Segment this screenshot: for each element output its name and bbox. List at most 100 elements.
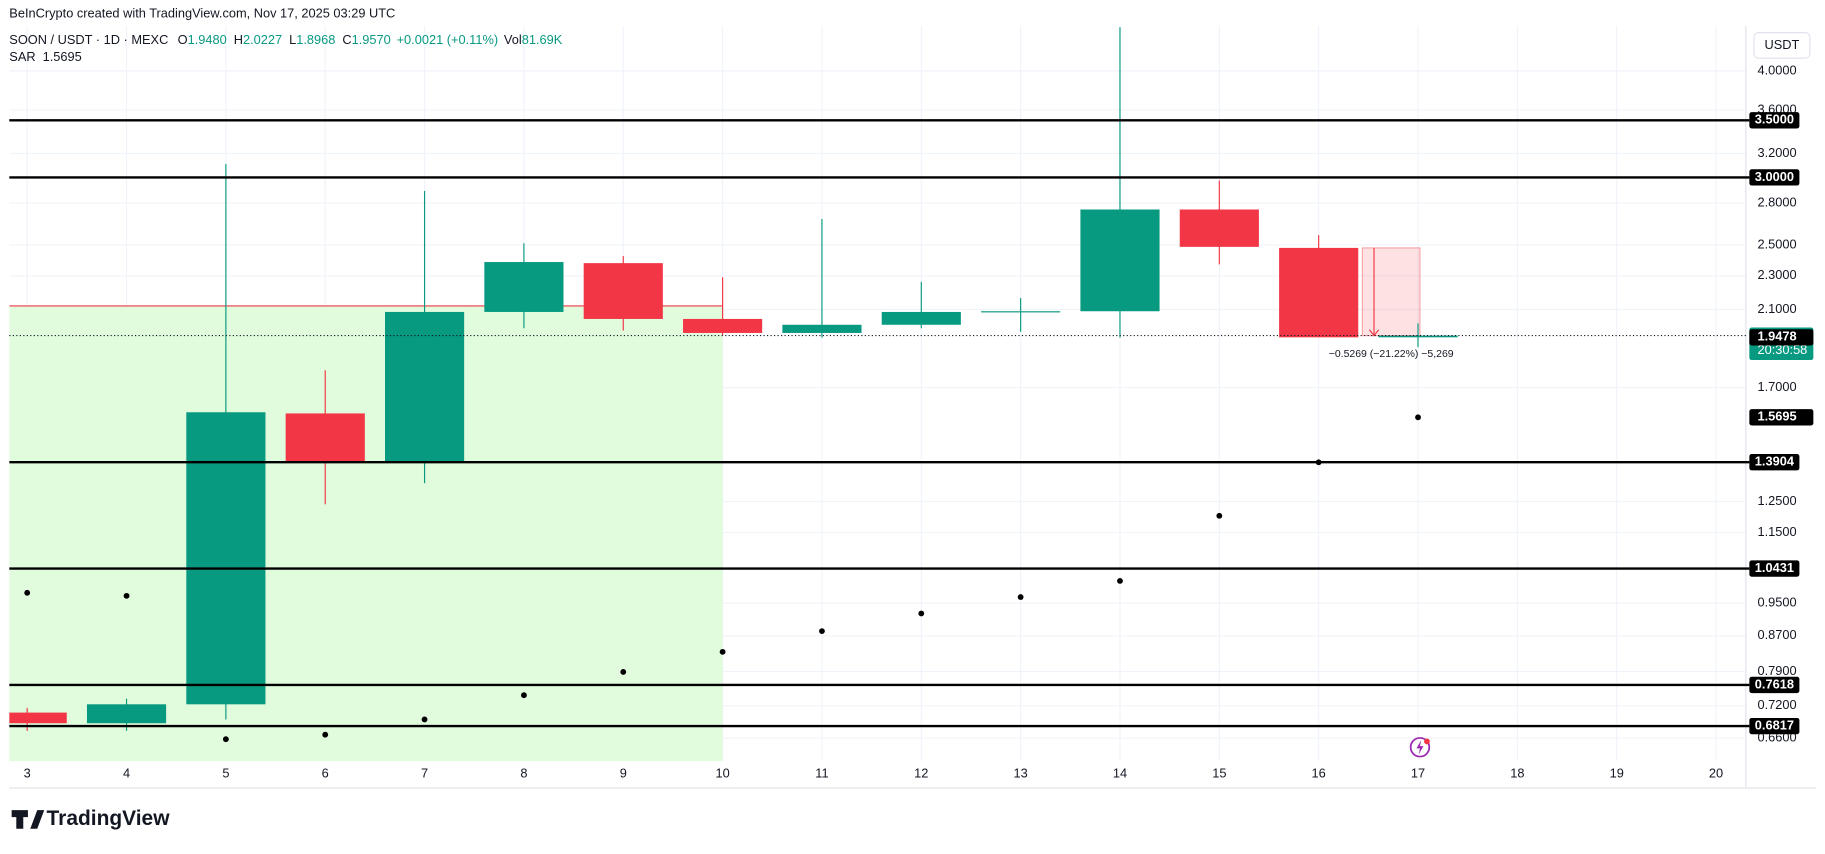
ohlc-key: O <box>178 32 188 47</box>
ohlc-key: H <box>234 32 243 47</box>
level-badge <box>1749 717 1800 735</box>
x-tick-label: 9 <box>620 765 627 780</box>
sar-dot <box>222 736 229 743</box>
y-tick-label: 2.3000 <box>1757 267 1796 282</box>
y-tick-label: 2.5000 <box>1757 236 1796 251</box>
candle-body <box>782 324 862 333</box>
level-label: 1.3904 <box>1755 454 1795 469</box>
sar-dot <box>819 628 825 635</box>
candle-body <box>1279 247 1359 338</box>
candle-body <box>484 262 564 312</box>
level-label: 0.6817 <box>1755 717 1794 732</box>
ohlc-value: 1.8968 <box>296 32 335 47</box>
x-tick-label: 8 <box>520 765 527 780</box>
y-tick-label: 0.8700 <box>1757 627 1796 642</box>
indicator-key: SAR <box>9 50 35 65</box>
plot-area <box>9 25 1746 762</box>
x-tick-label: 19 <box>1610 765 1624 780</box>
x-tick-label: 18 <box>1510 765 1524 780</box>
volume-key: Vol <box>504 32 522 47</box>
sar-dot <box>322 731 329 738</box>
level-label: 0.7618 <box>1755 676 1794 691</box>
candle-body <box>1378 335 1458 338</box>
ohlc-value: 1.9480 <box>188 32 227 47</box>
candle-body <box>384 311 465 462</box>
sar-dot <box>123 592 130 599</box>
logo-icon <box>11 810 45 829</box>
indicator-value: 1.5695 <box>43 50 82 65</box>
measure-box <box>1361 247 1421 337</box>
x-tick-label: 5 <box>222 765 229 780</box>
level-label: 3.5000 <box>1755 112 1794 127</box>
source-note: BeInCrypto created with TradingView.com,… <box>9 5 395 20</box>
candle-body <box>683 318 763 333</box>
sar-dot <box>719 648 726 655</box>
candle-body <box>881 311 961 325</box>
sar-dot <box>918 610 925 617</box>
x-tick-label: 10 <box>715 765 729 780</box>
candle-body <box>1080 209 1160 312</box>
ohlc-value: 1.9570 <box>352 32 391 47</box>
sar-dot <box>1216 512 1223 519</box>
price-badge <box>1749 329 1814 346</box>
sar-dot <box>24 589 31 596</box>
x-tick-label: 17 <box>1411 765 1425 780</box>
candle-body <box>583 263 663 319</box>
candle-body <box>285 413 365 462</box>
level-badge <box>1749 454 1800 471</box>
y-tick-label: 4.0000 <box>1757 62 1796 77</box>
level-badge <box>1749 560 1800 577</box>
y-tick-label: 0.9500 <box>1757 595 1796 610</box>
currency-box[interactable] <box>1753 32 1811 59</box>
sar-dot <box>1415 414 1421 421</box>
measure-label: −0.5269 (−21.22%) −5,269 <box>1329 349 1454 360</box>
x-tick-label: 12 <box>914 765 928 780</box>
level-badge <box>1749 112 1800 129</box>
level-badge <box>1749 676 1800 694</box>
y-tick-label: 0.7900 <box>1757 663 1796 678</box>
ohlc-value: 2.0227 <box>243 32 282 47</box>
y-tick-label: 2.1000 <box>1757 301 1796 316</box>
x-tick-label: 3 <box>24 765 31 780</box>
sar-dot <box>1117 577 1123 584</box>
level-label: 1.0431 <box>1755 560 1794 575</box>
x-tick-label: 14 <box>1113 765 1127 780</box>
candle-body <box>981 311 1061 313</box>
legend: SOON / USDT · 1D · MEXC O1.9480 H2.0227 L1.… <box>9 32 562 47</box>
x-tick-label: 15 <box>1212 765 1226 780</box>
sar-dot <box>421 716 428 723</box>
x-tick-label: 16 <box>1312 765 1326 780</box>
brand-logo: TradingView <box>11 807 170 830</box>
ohlc-key: C <box>342 32 351 47</box>
y-tick-label: 2.8000 <box>1757 194 1796 209</box>
y-tick-label: 1.1500 <box>1757 524 1796 539</box>
x-tick-label: 7 <box>421 765 428 780</box>
indicator-legend: SAR 1.5695 <box>9 50 81 65</box>
change: +0.0021 (+0.11%) <box>397 32 499 47</box>
measure-arrow-head <box>1368 329 1380 337</box>
price-label: 1.9478 <box>1757 329 1796 344</box>
price-timer: 20:30:58 <box>1757 342 1807 357</box>
candle-body <box>86 704 167 724</box>
sar-dot <box>521 692 527 699</box>
candle-body <box>1179 209 1259 247</box>
price-badge <box>1749 409 1814 426</box>
x-tick-label: 6 <box>322 765 329 780</box>
alert-icon <box>1409 737 1431 758</box>
sar-dot <box>620 669 627 675</box>
x-tick-label: 11 <box>815 765 828 780</box>
candle-body <box>9 712 67 724</box>
level-badge <box>1749 169 1800 186</box>
x-tick-label: 4 <box>123 765 130 780</box>
x-tick-label: 20 <box>1709 765 1723 780</box>
level-label: 3.0000 <box>1755 169 1794 184</box>
y-tick-label: 0.7200 <box>1757 697 1796 712</box>
y-tick-label: 3.2000 <box>1757 145 1796 160</box>
ohlc-key: L <box>289 32 296 47</box>
symbol-title: SOON / USDT · 1D · MEXC <box>9 32 168 47</box>
y-tick-label: 1.2500 <box>1757 493 1796 508</box>
currency: USDT <box>1765 37 1800 52</box>
price-label: 1.5695 <box>1757 409 1796 424</box>
